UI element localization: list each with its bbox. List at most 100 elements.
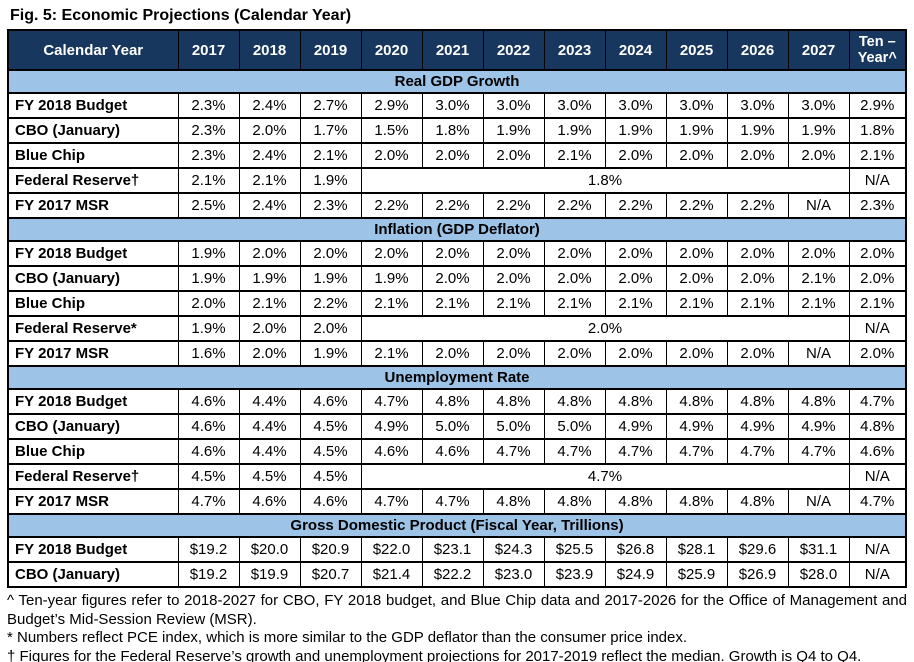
data-cell: 4.8% xyxy=(665,388,728,415)
data-cell: 2.0% xyxy=(421,265,484,292)
row-label: FY 2018 Budget xyxy=(7,240,179,267)
table-header: Calendar Year 2017 2018 2019 2020 2021 2022 202… xyxy=(7,29,907,71)
data-cell: $20.9 xyxy=(299,536,362,563)
footnote-pce: * Numbers reflect PCE index, which is mo… xyxy=(7,629,688,646)
data-cell: 4.7% xyxy=(482,438,545,465)
data-cell: 2.0% xyxy=(238,340,301,367)
data-cell: 2.1% xyxy=(360,290,423,317)
data-cell: 2.4% xyxy=(238,92,301,119)
data-cell: N/A xyxy=(787,340,850,367)
footnote-federal-reserve: † Figures for the Federal Reserve’s grow… xyxy=(7,647,862,662)
data-cell: 1.9% xyxy=(299,167,362,194)
row-label: CBO (January) xyxy=(7,413,179,440)
data-cell: 2.4% xyxy=(238,142,301,169)
data-cell: 4.8% xyxy=(787,388,850,415)
data-cell: 4.6% xyxy=(299,488,362,515)
data-cell: 4.8% xyxy=(604,488,667,515)
data-cell: 2.2% xyxy=(665,192,728,219)
data-cell: 2.0% xyxy=(726,265,789,292)
data-cell: 4.7% xyxy=(848,388,907,415)
data-cell: $20.7 xyxy=(299,561,362,588)
section-row: Gross Domestic Product (Fiscal Year, Tri… xyxy=(7,513,907,538)
table-row: Blue Chip 2.3% 2.4% 2.1% 2.0% 2.0% 2.0% 2.1% 2.0… xyxy=(7,142,907,169)
table-row: FY 2018 Budget 2.3% 2.4% 2.7% 2.9% 3.0% 3.0% 3.… xyxy=(7,92,907,119)
column-header-year: 2018 xyxy=(238,29,301,71)
data-cell: 2.1% xyxy=(787,265,850,292)
section-header: Real GDP Growth xyxy=(7,69,907,94)
data-cell: 3.0% xyxy=(421,92,484,119)
data-cell: 1.9% xyxy=(604,117,667,144)
data-cell: N/A xyxy=(848,463,907,490)
data-cell: 2.3% xyxy=(848,192,907,219)
data-cell: $22.2 xyxy=(421,561,484,588)
data-cell: 4.6% xyxy=(299,388,362,415)
row-label: FY 2018 Budget xyxy=(7,388,179,415)
data-cell: 2.1% xyxy=(238,290,301,317)
data-cell: $25.5 xyxy=(543,536,606,563)
data-cell: 2.0% xyxy=(848,240,907,267)
data-cell: 4.7% xyxy=(360,388,423,415)
data-cell: 2.1% xyxy=(726,290,789,317)
data-cell: 1.9% xyxy=(177,315,240,342)
data-cell: 2.1% xyxy=(360,340,423,367)
data-cell: 2.2% xyxy=(299,290,362,317)
data-cell: 2.1% xyxy=(848,290,907,317)
data-cell: 4.5% xyxy=(299,438,362,465)
row-label: Blue Chip xyxy=(7,290,179,317)
section-row: Real GDP Growth xyxy=(7,69,907,94)
section-header: Unemployment Rate xyxy=(7,365,907,390)
data-cell: $29.6 xyxy=(726,536,789,563)
data-cell: 4.8% xyxy=(543,388,606,415)
section-row: Inflation (GDP Deflator) xyxy=(7,217,907,242)
data-cell: 1.9% xyxy=(726,117,789,144)
data-cell: 2.0% xyxy=(604,340,667,367)
data-cell: 2.0% xyxy=(604,240,667,267)
data-cell: 4.6% xyxy=(238,488,301,515)
data-cell: $26.9 xyxy=(726,561,789,588)
data-cell: 4.4% xyxy=(238,388,301,415)
row-label: FY 2017 MSR xyxy=(7,488,179,515)
data-cell: 4.8% xyxy=(665,488,728,515)
data-cell: 2.1% xyxy=(177,167,240,194)
data-cell: 2.0% xyxy=(665,240,728,267)
data-cell: 4.7% xyxy=(360,488,423,515)
data-cell: 2.0% xyxy=(726,142,789,169)
row-label: FY 2018 Budget xyxy=(7,92,179,119)
data-cell: 4.9% xyxy=(787,413,850,440)
column-header-year: 2020 xyxy=(360,29,423,71)
data-cell: 1.9% xyxy=(177,265,240,292)
data-cell: 2.2% xyxy=(482,192,545,219)
row-label: Federal Reserve* xyxy=(7,315,179,342)
data-cell: 1.9% xyxy=(360,265,423,292)
data-cell: 2.3% xyxy=(177,142,240,169)
data-cell: 1.8% xyxy=(848,117,907,144)
data-cell: 2.1% xyxy=(543,142,606,169)
data-cell: 4.7% xyxy=(848,488,907,515)
data-cell: $24.3 xyxy=(482,536,545,563)
data-cell: 4.8% xyxy=(482,488,545,515)
data-cell: 2.0% xyxy=(848,265,907,292)
data-cell: 2.0% xyxy=(726,340,789,367)
data-cell: 4.4% xyxy=(238,413,301,440)
data-cell: 5.0% xyxy=(421,413,484,440)
table-row: CBO (January) 1.9% 1.9% 1.9% 1.9% 2.0% 2.0% 2.0… xyxy=(7,265,907,292)
data-cell: N/A xyxy=(787,192,850,219)
data-cell: $23.1 xyxy=(421,536,484,563)
data-cell: 2.0% xyxy=(665,142,728,169)
data-cell: $31.1 xyxy=(787,536,850,563)
data-cell: N/A xyxy=(848,167,907,194)
data-cell: 4.8% xyxy=(726,388,789,415)
data-cell: N/A xyxy=(787,488,850,515)
table-body: Real GDP Growth FY 2018 Budget 2.3% 2.4% 2.7… xyxy=(7,69,907,588)
column-header-ten-year: Ten – Year^ xyxy=(848,29,907,71)
data-cell: $28.1 xyxy=(665,536,728,563)
row-label: FY 2017 MSR xyxy=(7,340,179,367)
data-cell: 1.9% xyxy=(299,340,362,367)
row-label: CBO (January) xyxy=(7,117,179,144)
data-cell: 1.9% xyxy=(543,117,606,144)
table-row: Blue Chip 4.6% 4.4% 4.5% 4.6% 4.6% 4.7% 4.7% 4.7… xyxy=(7,438,907,465)
data-cell: 2.0% xyxy=(482,240,545,267)
data-cell: 2.0% xyxy=(421,340,484,367)
data-cell: 2.0% xyxy=(482,265,545,292)
